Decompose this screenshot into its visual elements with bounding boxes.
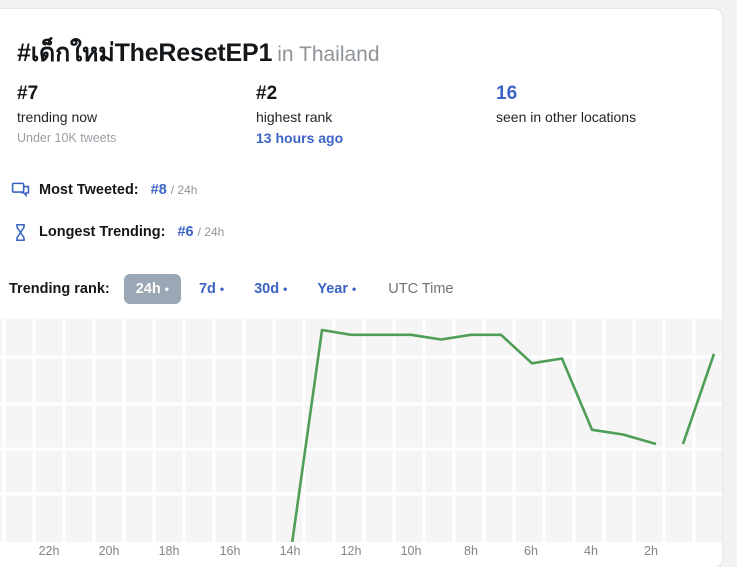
stat-trending-now: #7 trending now Under 10K tweets <box>17 83 116 147</box>
x-axis-tick: 16h <box>219 544 241 558</box>
tab-7d-dot: • <box>219 282 225 296</box>
timezone-toggle[interactable]: UTC Time <box>388 281 454 297</box>
stat-other-locations: 16 seen in other locations <box>496 83 636 128</box>
trend-detail-card: #เด็กใหม่TheResetEP1 in Thailand #7 trend… <box>0 8 723 567</box>
x-axis-tick: 10h <box>400 544 422 558</box>
trend-location: in Thailand <box>277 43 380 66</box>
most-tweeted-span: / 24h <box>170 183 198 197</box>
tab-30d-label: 30d <box>254 281 280 297</box>
tab-7d-label: 7d <box>198 281 216 297</box>
hourglass-icon <box>9 221 31 243</box>
x-axis-tick: 20h <box>98 544 120 558</box>
longest-trending-label: Longest Trending: <box>39 224 166 240</box>
comment-bubble-icon <box>9 179 31 201</box>
tab-7d[interactable]: 7d • <box>187 274 236 304</box>
x-axis-tick: 6h <box>524 544 538 558</box>
longest-trending-span: / 24h <box>197 225 225 239</box>
x-axis-tick: 8h <box>464 544 478 558</box>
chart-series <box>290 328 716 542</box>
trending-rank-label: Trending rank: <box>9 281 110 297</box>
x-axis-tick: 12h <box>340 544 362 558</box>
tab-30d[interactable]: 30d • <box>242 274 299 304</box>
stat-value[interactable]: 16 <box>496 83 518 104</box>
x-axis-tick: 22h <box>38 544 60 558</box>
stat-highest-rank: #2 highest rank 13 hours ago <box>256 83 343 147</box>
x-axis-tick: 2h <box>644 544 658 558</box>
trending-rank-chart: 22h 20h 18h 16h 14h 12h 10h 8h 6h 4h 2h <box>0 311 722 567</box>
chart-gridlines <box>0 319 722 542</box>
longest-trending-rank[interactable]: #6 <box>177 224 194 240</box>
stat-value: #7 <box>17 83 39 104</box>
chart-line <box>681 353 716 445</box>
most-tweeted-rank[interactable]: #8 <box>150 182 167 198</box>
stat-label: seen in other locations <box>496 109 637 125</box>
stat-label: highest rank <box>256 109 333 125</box>
tab-24h[interactable]: 24h • <box>123 274 181 304</box>
tab-24h-label: 24h <box>135 281 161 297</box>
trend-hashtag: #เด็กใหม่TheResetEP1 <box>17 39 273 67</box>
x-axis-tick: 18h <box>158 544 180 558</box>
chart-line <box>290 328 657 542</box>
page-title: #เด็กใหม่TheResetEP1 in Thailand <box>17 33 380 73</box>
tab-year-dot: • <box>352 282 357 296</box>
x-axis-tick: 14h <box>279 544 301 558</box>
stat-label: trending now <box>17 109 98 125</box>
stat-sub-timestamp[interactable]: 13 hours ago <box>256 130 344 146</box>
chart-x-axis: 22h 20h 18h 16h 14h 12h 10h 8h 6h 4h 2h <box>0 544 722 567</box>
tab-30d-dot: • <box>283 282 288 296</box>
most-tweeted-row: Most Tweeted: #8 / 24h <box>9 179 197 201</box>
tab-year[interactable]: Year • <box>305 274 368 304</box>
x-axis-tick: 4h <box>584 544 598 558</box>
stat-value: #2 <box>256 83 278 104</box>
most-tweeted-label: Most Tweeted: <box>39 182 139 198</box>
chart-svg <box>0 319 722 542</box>
trending-rank-controls: Trending rank: 24h • 7d • 30d • Year • U <box>9 274 453 304</box>
tab-year-label: Year <box>317 281 348 297</box>
chart-plot-area[interactable] <box>0 319 722 542</box>
tab-24h-dot: • <box>164 282 169 296</box>
stat-sub: Under 10K tweets <box>17 131 117 145</box>
longest-trending-row: Longest Trending: #6 / 24h <box>9 221 224 243</box>
